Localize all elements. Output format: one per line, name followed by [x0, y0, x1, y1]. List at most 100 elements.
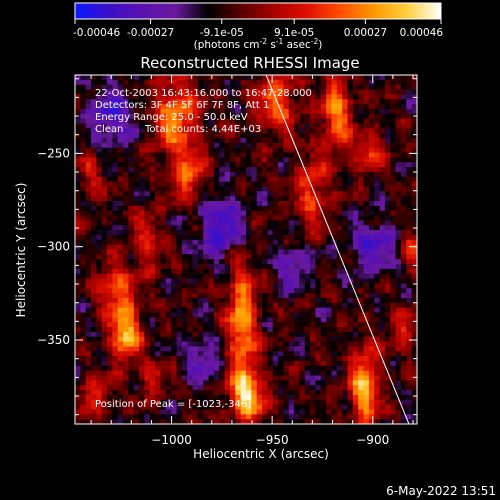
heatmap-cell	[304, 99, 311, 105]
heatmap-cell	[123, 128, 129, 134]
heatmap-cell	[149, 322, 156, 328]
heatmap-cell	[96, 162, 103, 168]
heatmap-cell	[144, 414, 151, 420]
heatmap-cell	[101, 167, 108, 173]
heatmap-cell	[283, 394, 290, 401]
heatmap-cell	[229, 268, 236, 275]
heatmap-cell	[262, 409, 268, 415]
heatmap-cell	[181, 322, 188, 328]
heatmap-cell	[406, 181, 413, 187]
x-tick-label: −900	[356, 433, 389, 447]
heatmap-cell	[299, 390, 306, 396]
heatmap-cell	[384, 249, 391, 255]
heatmap-cell	[171, 302, 177, 309]
heatmap-cell	[160, 176, 167, 183]
heatmap-cell	[336, 409, 343, 415]
heatmap-cell	[326, 138, 332, 144]
heatmap-cell	[165, 404, 172, 410]
heatmap-cell	[278, 79, 284, 86]
heatmap-cell	[101, 317, 108, 323]
heatmap-cell	[219, 171, 226, 178]
heatmap-cell	[112, 404, 119, 410]
heatmap-cell	[288, 394, 295, 401]
heatmap-cell	[192, 239, 199, 246]
heatmap-cell	[251, 390, 258, 396]
heatmap-cell	[123, 75, 129, 81]
heatmap-cell	[379, 123, 386, 129]
heatmap-cell	[288, 108, 295, 115]
heatmap-cell	[299, 239, 306, 246]
heatmap-cell	[96, 147, 103, 153]
heatmap-cell	[235, 239, 242, 246]
heatmap-cell	[299, 230, 306, 236]
heatmap-cell	[283, 351, 290, 357]
heatmap-cell	[326, 351, 332, 357]
heatmap-cell	[208, 394, 215, 401]
heatmap-cell	[107, 375, 113, 381]
heatmap-cell	[165, 167, 172, 173]
heatmap-cell	[197, 99, 204, 105]
heatmap-cell	[315, 84, 322, 90]
heatmap-cell	[160, 215, 167, 221]
heatmap-cell	[342, 196, 348, 202]
heatmap-cell	[374, 75, 380, 81]
heatmap-cell	[219, 273, 226, 279]
heatmap-cell	[363, 385, 370, 391]
heatmap-cell	[171, 346, 177, 352]
heatmap-cell	[192, 259, 199, 265]
heatmap-cell	[294, 79, 300, 86]
heatmap-cell	[144, 360, 151, 367]
heatmap-cell	[128, 244, 135, 250]
heatmap-cell	[165, 414, 172, 420]
heatmap-cell	[379, 317, 386, 323]
heatmap-cell	[352, 327, 359, 333]
heatmap-cell	[235, 409, 242, 415]
heatmap-cell	[347, 113, 354, 120]
heatmap-cell	[406, 191, 413, 197]
heatmap-cell	[96, 390, 103, 396]
heatmap-cell	[181, 385, 188, 391]
heatmap-cell	[219, 370, 226, 376]
heatmap-cell	[347, 351, 354, 357]
heatmap-cell	[165, 385, 172, 391]
heatmap-cell	[112, 225, 119, 231]
heatmap-cell	[395, 380, 402, 386]
heatmap-cell	[219, 157, 226, 163]
heatmap-cell	[112, 273, 119, 279]
heatmap-cell	[224, 210, 231, 216]
heatmap-cell	[272, 360, 279, 367]
heatmap-cell	[299, 399, 306, 406]
heatmap-cell	[304, 201, 311, 207]
heatmap-cell	[288, 297, 295, 304]
heatmap-cell	[229, 331, 236, 338]
heatmap-cell	[267, 346, 274, 352]
heatmap-cell	[133, 225, 140, 231]
heatmap-cell	[123, 380, 129, 386]
heatmap-cell	[347, 220, 354, 226]
heatmap-cell	[342, 375, 348, 381]
heatmap-cell	[229, 142, 236, 149]
heatmap-cell	[326, 167, 332, 173]
heatmap-cell	[315, 176, 322, 183]
heatmap-cell	[240, 75, 247, 81]
heatmap-cell	[91, 167, 97, 173]
heatmap-cell	[101, 239, 108, 246]
heatmap-cell	[112, 259, 119, 265]
heatmap-cell	[165, 181, 172, 187]
heatmap-cell	[197, 176, 204, 183]
heatmap-cell	[336, 278, 343, 284]
heatmap-cell	[171, 123, 177, 129]
heatmap-cell	[139, 283, 145, 289]
heatmap-cell	[347, 167, 354, 173]
heatmap-cell	[315, 152, 322, 158]
heatmap-cell	[320, 128, 327, 134]
heatmap-cell	[229, 176, 236, 183]
heatmap-cell	[197, 171, 204, 178]
heatmap-cell	[374, 191, 380, 197]
heatmap-cell	[219, 307, 226, 313]
heatmap-cell	[278, 220, 284, 226]
heatmap-cell	[406, 142, 413, 149]
heatmap-cell	[128, 167, 135, 173]
heatmap-cell	[336, 147, 343, 153]
heatmap-cell	[91, 220, 97, 226]
